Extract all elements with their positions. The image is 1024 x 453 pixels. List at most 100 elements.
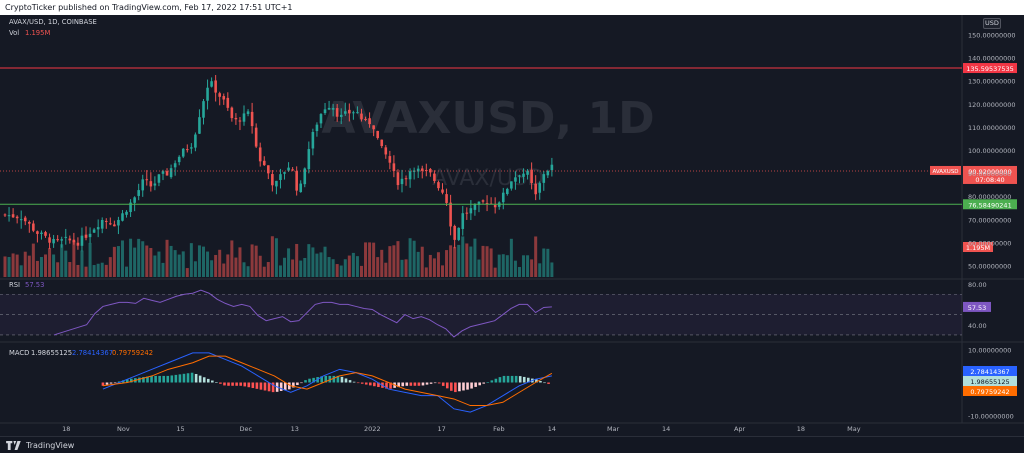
legend-vol-value: 1.195M — [25, 29, 50, 37]
volume-bar — [408, 238, 412, 277]
candle — [104, 220, 108, 222]
macd-hist-bar — [125, 379, 129, 383]
candle — [161, 171, 165, 174]
candle — [246, 111, 250, 114]
candle — [461, 213, 465, 229]
symbol-tag-bg — [930, 165, 961, 175]
candle — [510, 181, 513, 189]
volume-bar — [404, 259, 408, 277]
candle — [23, 217, 27, 222]
volume-bar — [303, 257, 307, 277]
macd-hist-bar — [413, 382, 417, 386]
macd-hist-bar — [101, 382, 105, 386]
currency-badge[interactable]: USD — [983, 18, 1001, 29]
macd-value-label-bg — [963, 376, 1017, 386]
macd-hist-bar — [170, 375, 174, 383]
volume-bar — [100, 262, 104, 277]
volume-bar — [331, 259, 335, 277]
candle — [262, 160, 266, 166]
tradingview-logo[interactable]: TradingView — [6, 441, 74, 450]
candle — [477, 201, 481, 205]
macd-hist-bar — [292, 382, 295, 388]
volume-bar — [250, 244, 254, 277]
volume-bar — [15, 254, 19, 277]
time-axis-tick: 2022 — [364, 425, 381, 433]
volume-bar — [88, 242, 92, 277]
macd-histogram — [101, 372, 550, 393]
macd-hist-bar — [373, 382, 376, 387]
volume-bar — [44, 254, 48, 277]
macd-hist-bar — [267, 382, 271, 392]
candle — [279, 174, 282, 180]
macd-hist-bar — [364, 382, 368, 385]
time-axis-tick: Apr — [734, 425, 746, 433]
candle — [238, 120, 242, 122]
volume-bar — [449, 245, 453, 277]
candle — [84, 234, 88, 238]
candle — [141, 179, 145, 191]
macd-value-label: 1.98655125 — [970, 378, 1009, 386]
candle — [518, 175, 521, 177]
rsi-axis-tick: 80.00 — [968, 281, 987, 289]
chart-area[interactable]: AVAXUSD, 1D AVAX/USD 135.59537535 76.584902… — [0, 15, 1024, 436]
volume-bar — [108, 257, 112, 277]
macd-value-label-bg — [963, 366, 1017, 376]
candle — [388, 156, 392, 163]
volume-bar — [226, 254, 230, 277]
macd-legend-macd: 1.98655125 — [31, 349, 72, 357]
price-axis-tick: 60.00000000 — [968, 239, 1011, 247]
candle — [275, 180, 278, 187]
volume-bar — [368, 242, 372, 277]
volume-bar — [266, 262, 270, 277]
volume-bar — [270, 236, 274, 277]
macd-hist-bar — [348, 380, 352, 383]
volume-bar — [201, 246, 205, 277]
macd-hist-bar — [502, 375, 506, 383]
volume-bar — [497, 254, 501, 277]
support-label-bg — [963, 199, 1017, 210]
footer: TradingView — [0, 436, 1024, 453]
time-axis-tick: 14 — [548, 425, 556, 433]
macd-hist-bar — [441, 382, 445, 386]
candle — [177, 156, 181, 163]
time-axis-tick: 18 — [797, 425, 805, 433]
volume-bar — [351, 252, 355, 277]
price-axis-tick: 130.00000000 — [968, 78, 1016, 86]
candle — [514, 177, 517, 182]
chart-canvas[interactable]: AVAXUSD, 1D AVAX/USD 135.59537535 76.584902… — [0, 15, 1024, 436]
volume-bar — [428, 254, 432, 277]
candle — [222, 96, 226, 100]
rsi-value-label-bg — [963, 301, 991, 312]
candle — [198, 117, 201, 134]
macd-hist-bar — [174, 374, 178, 383]
volume-bar — [116, 246, 120, 277]
volume-bar — [39, 257, 43, 277]
volume-bar — [335, 264, 339, 277]
candle — [429, 169, 432, 173]
volume-bar — [197, 245, 201, 277]
candle — [526, 170, 529, 175]
candle — [348, 109, 351, 114]
volume-bar — [384, 262, 388, 277]
volume-bar — [120, 240, 124, 277]
price-axis-tick: 100.00000000 — [968, 147, 1016, 155]
volume-bar — [420, 246, 424, 277]
candle — [157, 174, 161, 183]
volume-bar — [31, 243, 35, 277]
macd-legend-label: MACD — [9, 349, 29, 357]
time-axis-tick: 15 — [176, 425, 184, 433]
candle — [408, 171, 412, 180]
candle — [109, 223, 112, 225]
candle — [149, 181, 153, 187]
macd-hist-bar — [263, 382, 267, 391]
candle — [465, 212, 469, 214]
volume-bar — [23, 251, 27, 277]
candle — [185, 149, 189, 151]
macd-hist-bar — [332, 375, 336, 383]
candle — [356, 112, 359, 114]
volume-bar — [359, 265, 363, 277]
macd-hist-bar — [405, 382, 409, 386]
macd-value-label: 0.79759242 — [970, 388, 1009, 396]
last-price-label: 90.92000000 — [968, 168, 1011, 176]
volume-bar — [546, 248, 550, 277]
